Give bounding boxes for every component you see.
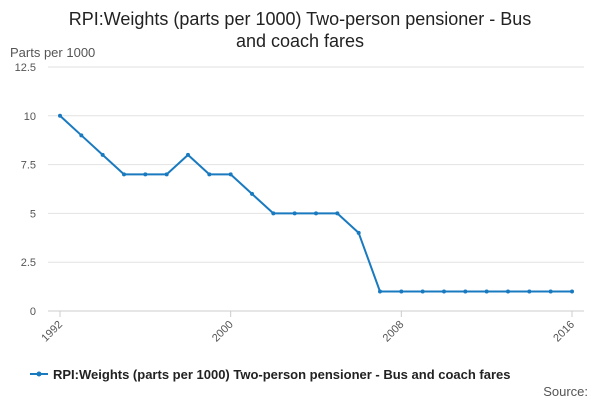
data-point[interactable] (420, 289, 425, 294)
x-tick-label: 1992 (39, 319, 65, 345)
y-tick-labels: 0 2.5 5 7.5 10 12.5 (15, 62, 36, 318)
data-point[interactable] (399, 289, 404, 294)
data-point[interactable] (378, 289, 382, 294)
legend-marker (36, 371, 42, 377)
chart-title-line-2: and coach fares (236, 31, 364, 51)
y-tick-label: 5 (30, 208, 36, 220)
data-point[interactable] (335, 211, 340, 216)
y-tick-label: 7.5 (21, 160, 36, 172)
data-point[interactable] (314, 211, 318, 216)
data-point[interactable] (228, 172, 233, 177)
data-point[interactable] (79, 133, 84, 138)
y-tick-label: 2.5 (21, 257, 36, 269)
legend[interactable]: RPI:Weights (parts per 1000) Two-person … (30, 367, 511, 382)
data-point[interactable] (207, 172, 212, 177)
data-point[interactable] (271, 211, 276, 216)
data-point[interactable] (143, 172, 148, 177)
legend-label: RPI:Weights (parts per 1000) Two-person … (53, 367, 511, 382)
data-point[interactable] (164, 172, 169, 177)
data-point[interactable] (122, 172, 126, 177)
data-point[interactable] (356, 230, 361, 235)
data-point[interactable] (570, 289, 574, 294)
data-point[interactable] (292, 211, 297, 216)
x-tick-labels: 1992 2000 2008 2016 (39, 311, 577, 344)
data-point[interactable] (442, 289, 446, 294)
data-point[interactable] (506, 289, 510, 294)
data-point[interactable] (484, 289, 489, 294)
data-point[interactable] (100, 152, 105, 157)
data-point[interactable] (527, 289, 532, 294)
y-axis-label: Parts per 1000 (10, 45, 95, 60)
data-point[interactable] (58, 113, 62, 118)
data-point[interactable] (463, 289, 468, 294)
y-tick-label: 10 (24, 111, 36, 123)
y-tick-label: 0 (30, 306, 36, 318)
source-label: Source: (543, 384, 588, 399)
y-tick-label: 12.5 (15, 62, 36, 74)
data-point[interactable] (250, 191, 254, 196)
x-tick-label: 2008 (381, 319, 407, 345)
x-tick-label: 2016 (551, 319, 577, 345)
chart-title-line-1: RPI:Weights (parts per 1000) Two-person … (69, 9, 532, 29)
data-point[interactable] (186, 152, 190, 157)
x-tick-label: 2000 (210, 319, 236, 345)
series-line (59, 115, 572, 293)
gridlines (48, 66, 584, 312)
data-point[interactable] (548, 289, 553, 294)
series-group (58, 113, 574, 294)
